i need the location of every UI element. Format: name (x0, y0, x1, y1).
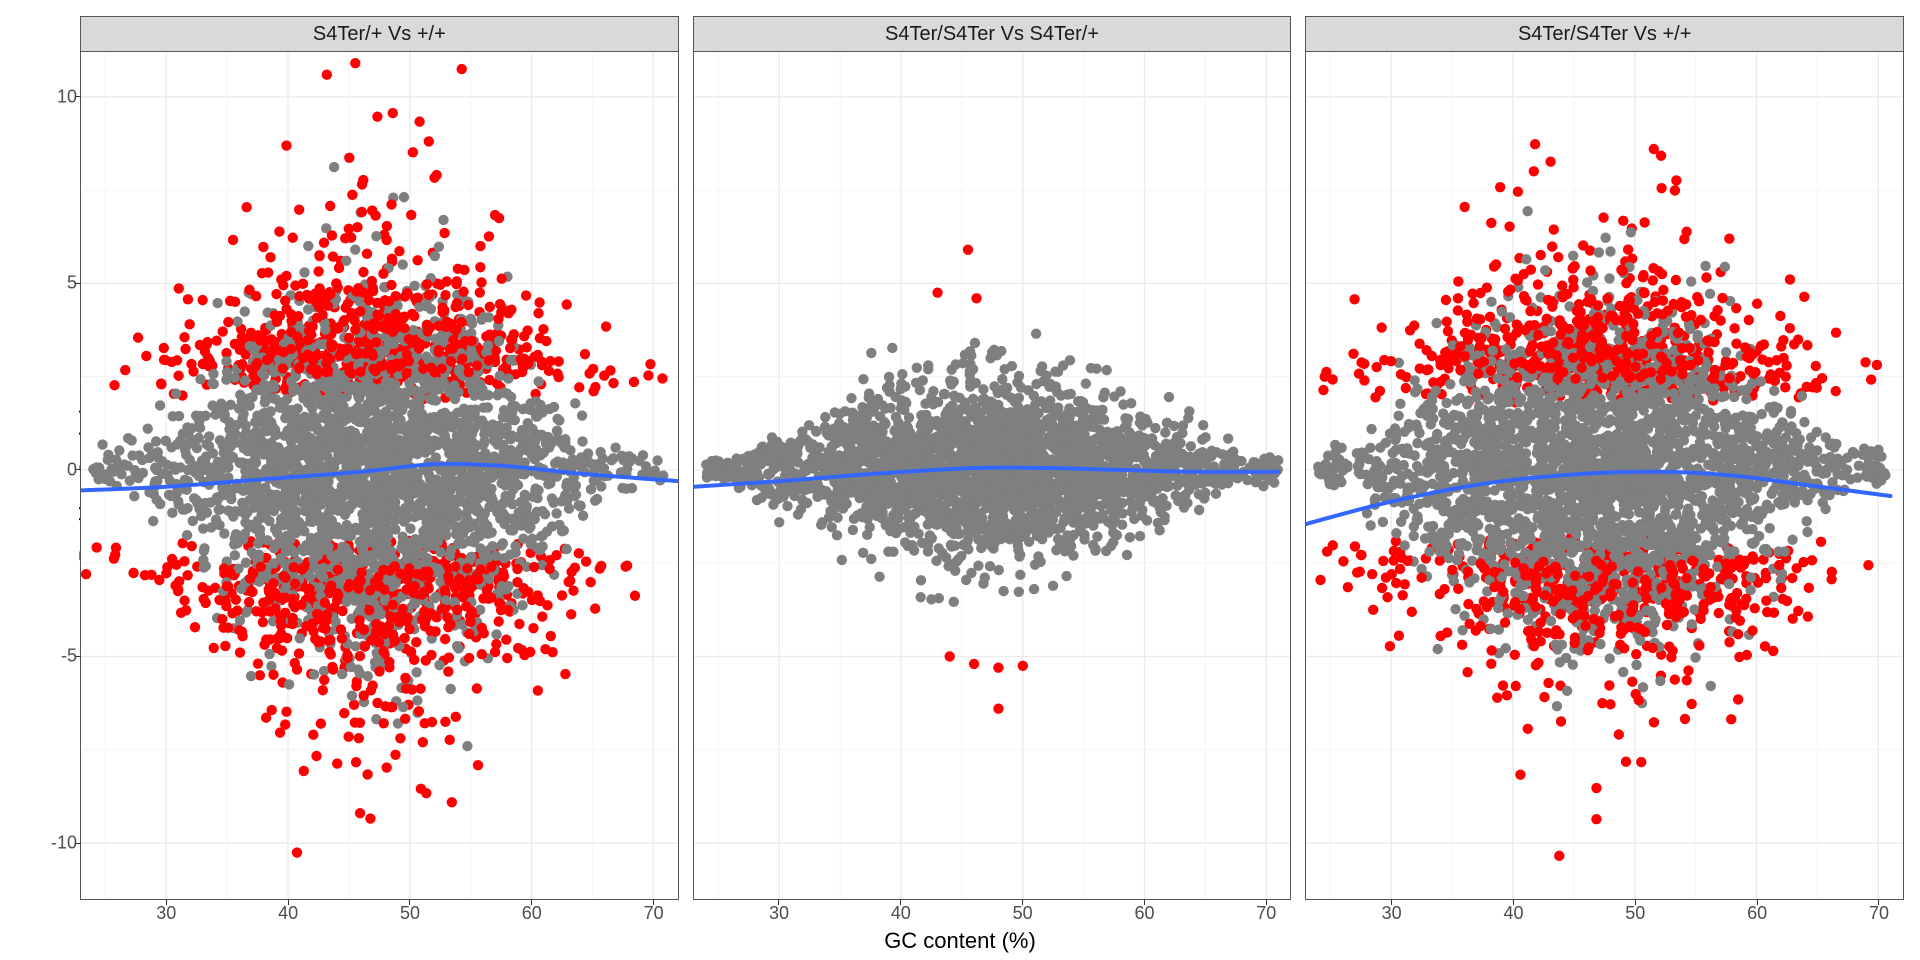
y-tick-label: 5 (35, 273, 77, 294)
scatter-plot (694, 52, 1291, 899)
x-tick-label: 30 (769, 903, 789, 924)
y-tick-label: 10 (35, 86, 77, 107)
x-tick-label: 50 (1013, 903, 1033, 924)
x-ticks: 30 40 50 60 70 (81, 903, 678, 927)
x-tick-label: 30 (1382, 903, 1402, 924)
panel-1: S4Ter/S4Ter Vs S4Ter/+3040506070 (693, 16, 1292, 900)
panel-2: S4Ter/S4Ter Vs +/+3040506070 (1305, 16, 1904, 900)
scatter-plot (1306, 52, 1903, 899)
x-tick-label: 60 (522, 903, 542, 924)
x-tick-label: 40 (1503, 903, 1523, 924)
panel-strip: S4Ter/+ Vs +/+ (80, 16, 679, 52)
x-tick-label: 40 (278, 903, 298, 924)
x-tick-label: 70 (1869, 903, 1889, 924)
plot-area: 3040506070 (693, 52, 1292, 900)
figure: Ranking Statistic GC content (%) S4Ter/+… (0, 0, 1920, 960)
x-tick-label: 30 (156, 903, 176, 924)
x-tick-label: 60 (1747, 903, 1767, 924)
x-tick-label: 70 (1256, 903, 1276, 924)
x-ticks: 30 40 50 60 70 (1306, 903, 1903, 927)
plot-area: 3040506070 (1305, 52, 1904, 900)
y-tick-label: -10 (35, 833, 77, 854)
x-tick-label: 50 (1625, 903, 1645, 924)
panels-row: S4Ter/+ Vs +/+-10-505103040506070S4Ter/S… (80, 16, 1904, 900)
x-tick-label: 50 (400, 903, 420, 924)
x-tick-label: 70 (644, 903, 664, 924)
x-axis-label: GC content (%) (884, 928, 1036, 954)
x-tick-label: 40 (891, 903, 911, 924)
scatter-plot (81, 52, 678, 899)
panel-strip: S4Ter/S4Ter Vs S4Ter/+ (693, 16, 1292, 52)
y-tick-label: -5 (35, 646, 77, 667)
x-tick-label: 60 (1134, 903, 1154, 924)
plot-area: -10-505103040506070 (80, 52, 679, 900)
y-tick-label: 0 (35, 459, 77, 480)
panel-0: S4Ter/+ Vs +/+-10-505103040506070 (80, 16, 679, 900)
x-ticks: 30 40 50 60 70 (694, 903, 1291, 927)
y-ticks: -10 -5 0 5 10 (35, 52, 77, 899)
panel-strip: S4Ter/S4Ter Vs +/+ (1305, 16, 1904, 52)
